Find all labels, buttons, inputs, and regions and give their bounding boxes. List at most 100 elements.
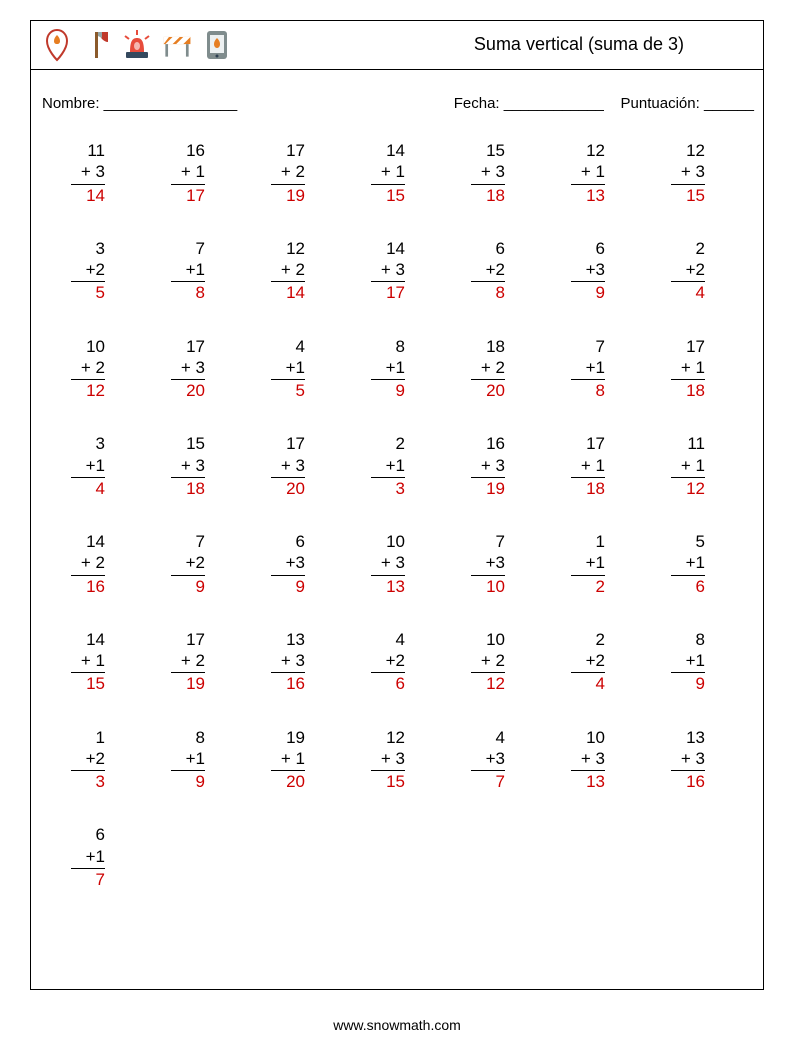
operand-b: + 3 [245, 650, 305, 671]
operand-a: 15 [145, 433, 205, 454]
operand-b: +1 [145, 748, 205, 769]
operand-a: 6 [245, 531, 305, 552]
answer: 2 [545, 576, 605, 597]
operand-b: + 1 [145, 161, 205, 182]
answer: 8 [145, 282, 205, 303]
operand-b: +3 [245, 552, 305, 573]
answer: 20 [445, 380, 505, 401]
addition-problem: 10+ 313 [545, 727, 645, 793]
problem-row: 6+17 [45, 824, 749, 890]
operand-b: +2 [545, 650, 605, 671]
addition-problem: 3+14 [45, 433, 145, 499]
answer: 10 [445, 576, 505, 597]
operand-b: +3 [445, 748, 505, 769]
answer: 8 [445, 282, 505, 303]
name-field: Nombre: ________________ [42, 95, 237, 112]
operand-b: + 3 [345, 552, 405, 573]
answer: 16 [45, 576, 105, 597]
answer: 9 [145, 771, 205, 792]
addition-problem: 4+15 [245, 336, 345, 402]
operand-b: +1 [245, 357, 305, 378]
problem-row: 14+ 2167+296+3910+ 3137+3101+125+16 [45, 531, 749, 597]
operand-a: 6 [545, 238, 605, 259]
operand-b: + 1 [245, 748, 305, 769]
operand-a: 3 [45, 433, 105, 454]
problem-row: 1+238+1919+ 12012+ 3154+3710+ 31313+ 316 [45, 727, 749, 793]
operand-b: + 1 [645, 357, 705, 378]
operand-a: 1 [545, 531, 605, 552]
operand-b: +1 [345, 357, 405, 378]
addition-problem: 2+24 [545, 629, 645, 695]
answer: 4 [545, 673, 605, 694]
addition-problem: 2+24 [645, 238, 745, 304]
siren-light-icon [120, 28, 154, 62]
addition-problem: 18+ 220 [445, 336, 545, 402]
answer: 8 [545, 380, 605, 401]
operand-b: + 3 [145, 357, 205, 378]
answer: 7 [445, 771, 505, 792]
answer: 9 [545, 282, 605, 303]
addition-problem: 7+310 [445, 531, 545, 597]
operand-b: + 1 [545, 455, 605, 476]
addition-problem: 17+ 320 [245, 433, 345, 499]
answer: 5 [245, 380, 305, 401]
addition-problem: 13+ 316 [245, 629, 345, 695]
operand-a: 4 [445, 727, 505, 748]
problem-row: 14+ 11517+ 21913+ 3164+2610+ 2122+248+19 [45, 629, 749, 695]
addition-problem: 17+ 118 [545, 433, 645, 499]
answer: 17 [345, 282, 405, 303]
addition-problem: 1+12 [545, 531, 645, 597]
operand-b: +1 [145, 259, 205, 280]
addition-problem: 3+25 [45, 238, 145, 304]
operand-b: +1 [545, 357, 605, 378]
answer: 12 [45, 380, 105, 401]
operand-a: 8 [645, 629, 705, 650]
operand-a: 10 [345, 531, 405, 552]
answer: 9 [345, 380, 405, 401]
operand-a: 10 [545, 727, 605, 748]
problems-grid: 11+ 31416+ 11717+ 21914+ 11515+ 31812+ 1… [45, 140, 749, 922]
phone-fire-icon [200, 28, 234, 62]
operand-b: + 3 [145, 455, 205, 476]
answer: 18 [545, 478, 605, 499]
problem-row: 10+ 21217+ 3204+158+1918+ 2207+1817+ 118 [45, 336, 749, 402]
addition-problem: 6+39 [545, 238, 645, 304]
answer: 3 [345, 478, 405, 499]
operand-b: + 3 [545, 748, 605, 769]
operand-a: 17 [545, 433, 605, 454]
operand-a: 14 [345, 140, 405, 161]
operand-a: 7 [145, 531, 205, 552]
operand-a: 11 [645, 433, 705, 454]
operand-a: 4 [345, 629, 405, 650]
operand-b: +3 [545, 259, 605, 280]
answer: 7 [45, 869, 105, 890]
operand-a: 7 [145, 238, 205, 259]
operand-a: 11 [45, 140, 105, 161]
operand-b: +1 [645, 552, 705, 573]
answer: 14 [45, 185, 105, 206]
addition-problem: 12+ 315 [645, 140, 745, 206]
operand-a: 2 [345, 433, 405, 454]
addition-problem: 15+ 318 [145, 433, 245, 499]
answer: 12 [445, 673, 505, 694]
problem-row: 3+1415+ 31817+ 3202+1316+ 31917+ 11811+ … [45, 433, 749, 499]
operand-a: 14 [45, 531, 105, 552]
operand-b: +2 [145, 552, 205, 573]
addition-problem: 6+28 [445, 238, 545, 304]
operand-a: 2 [645, 238, 705, 259]
addition-problem: 14+ 115 [45, 629, 145, 695]
answer: 18 [645, 380, 705, 401]
operand-b: +2 [345, 650, 405, 671]
addition-problem: 8+19 [345, 336, 445, 402]
operand-a: 16 [145, 140, 205, 161]
operand-b: + 2 [45, 357, 105, 378]
operand-a: 4 [245, 336, 305, 357]
operand-a: 1 [45, 727, 105, 748]
answer: 16 [245, 673, 305, 694]
addition-problem: 14+ 317 [345, 238, 445, 304]
addition-problem: 10+ 212 [445, 629, 545, 695]
operand-b: +1 [45, 455, 105, 476]
addition-problem: 12+ 113 [545, 140, 645, 206]
operand-b: + 1 [45, 650, 105, 671]
addition-problem: 17+ 219 [145, 629, 245, 695]
